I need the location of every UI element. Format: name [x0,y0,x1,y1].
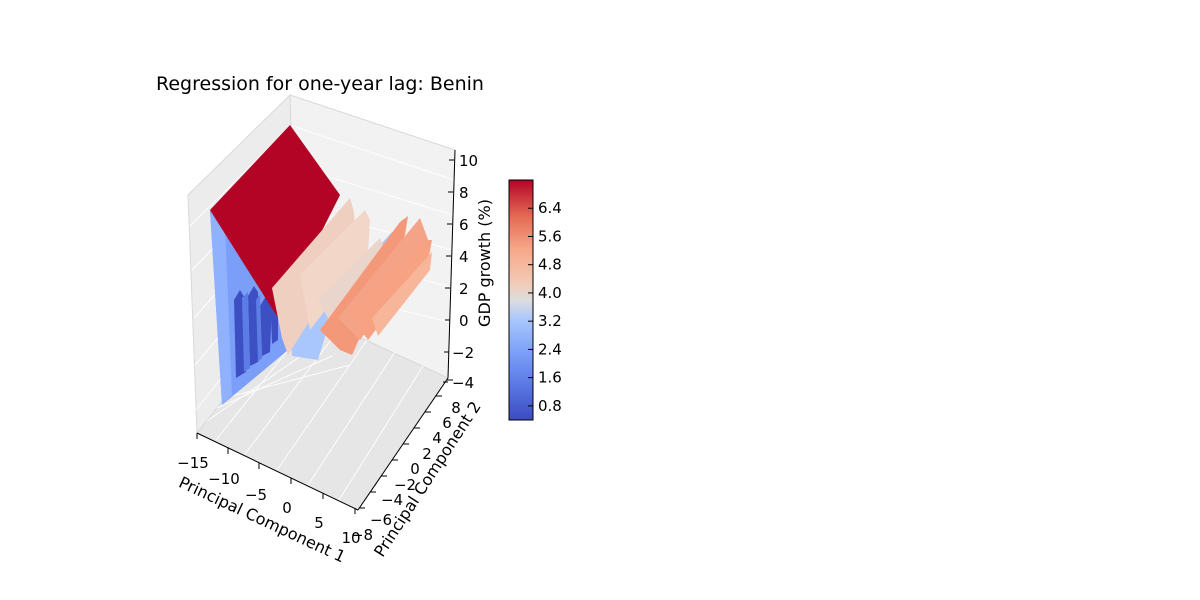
z-tick-label: −4 [452,374,474,392]
z-tick-label: 4 [459,248,469,266]
x-tick-label: −5 [245,486,267,504]
z-tick-label: 6 [459,216,469,234]
surface-mid-ridges [242,292,262,372]
colorbar-tick-label: 3.2 [538,312,562,330]
x-tick-label: −15 [177,454,209,472]
chart-title: Regression for one-year lag: Benin [156,73,484,95]
colorbar-tick-label: 4.8 [538,256,562,274]
colorbar-tick-label: 4.0 [538,284,562,302]
y-tick-label: 6 [442,414,452,432]
surface-left-wall-shade [210,210,232,405]
surface-pale-ridges [272,198,385,355]
z-axis-label: GDP growth (%) [475,199,494,327]
z-tick-label: 0 [459,312,469,330]
x-tick-label: 10 [341,529,360,547]
y-axis-ticks: −8 −6 −4 −2 0 2 4 6 8 [351,379,461,544]
colorbar-tick-label: 2.4 [538,340,562,358]
y-tick-label: 0 [410,460,420,478]
z-tick-label: 10 [459,152,478,170]
colorbar-tick-label: 1.6 [538,369,562,387]
y-tick-label: −6 [370,511,392,529]
x-tick-label: −10 [208,470,240,488]
colorbar-tick-label: 0.8 [538,397,562,415]
y-tick-label: −4 [381,491,403,509]
x-tick-label: 5 [314,514,324,532]
y-tick-label: 2 [422,445,432,463]
y-tick-label: −2 [394,476,416,494]
surface-salmon-ridges [320,216,432,355]
z-axis-line [447,149,456,379]
colorbar-tick-label: 5.6 [538,227,562,245]
z-axis-ticks: 10 8 6 4 2 0 −2 −4 [443,152,478,392]
y-tick-label: 4 [432,429,442,447]
colorbar-tick-label: 6.4 [538,199,562,217]
x-axis-ticks: −15 −10 −5 0 5 10 [177,433,361,547]
z-tick-label: 8 [459,184,469,202]
colorbar-gradient [508,179,534,421]
surface [210,125,432,405]
z-tick-label: 2 [459,280,469,298]
x-tick-label: 0 [282,499,292,517]
y-tick-label: −8 [351,526,373,544]
surface-top-plateau [210,125,340,318]
colorbar-ticks: 0.8 1.6 2.4 3.2 4.0 4.8 5.6 6.4 [528,199,562,415]
y-tick-label: 8 [451,399,461,417]
z-tick-label: −2 [452,344,474,362]
colorbar: 0.8 1.6 2.4 3.2 4.0 4.8 5.6 6.4 [508,179,562,421]
x-axis-line [196,432,359,511]
